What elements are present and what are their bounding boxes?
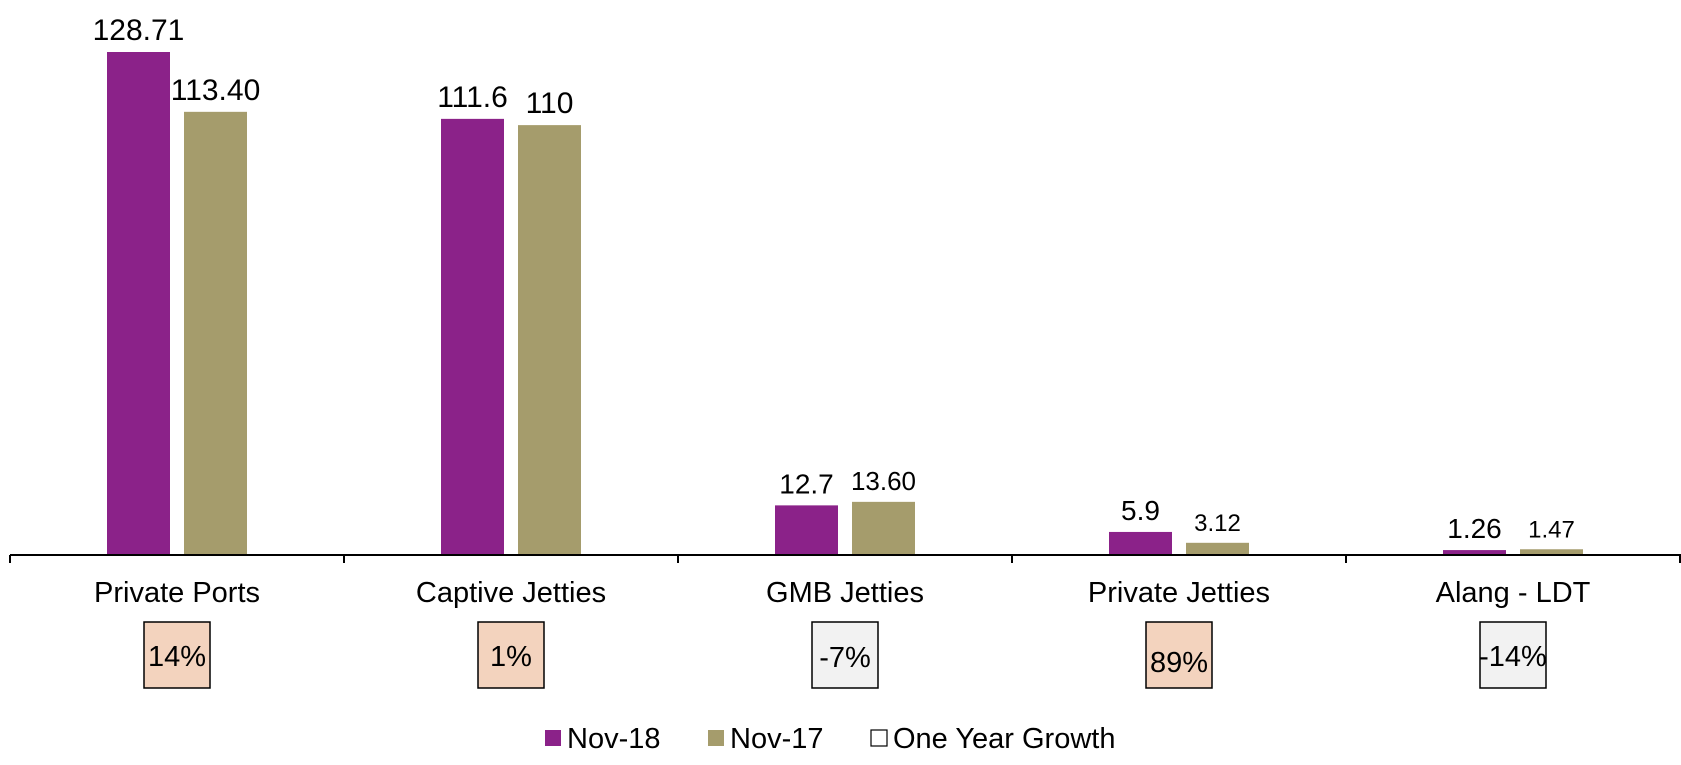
data-label: 1.26 <box>1447 513 1502 544</box>
legend-swatch <box>708 730 724 746</box>
bar-nov-18 <box>1109 531 1172 555</box>
growth-label: -14% <box>1479 641 1547 673</box>
growth-boxes-layer: 14% 1% -7% 89% -14% <box>143 621 1547 689</box>
growth-box <box>1145 621 1213 689</box>
bar-nov-17 <box>1186 542 1249 555</box>
legend-swatch <box>545 730 561 746</box>
bar-nov-18 <box>441 118 504 555</box>
value-labels-layer: 128.71 113.40 111.6 110 12.7 13.60 5.9 3.12 1.26… <box>93 14 1575 544</box>
category-labels-layer: Private Ports Captive Jetties GMB Jetties P… <box>94 577 1591 609</box>
category-label: Private Jetties <box>1088 577 1270 609</box>
growth-box <box>477 621 545 689</box>
data-label: 12.7 <box>779 468 834 499</box>
bar-nov-18 <box>775 505 838 555</box>
growth-label: 14% <box>148 641 206 673</box>
growth-label: 89% <box>1150 647 1208 679</box>
data-label: 111.6 <box>437 81 508 114</box>
category-label: Captive Jetties <box>416 577 606 609</box>
growth-label: -7% <box>819 642 871 674</box>
legend: Nov-18 Nov-17 One Year Growth <box>545 723 1115 755</box>
bar-nov-17 <box>518 125 581 556</box>
bar-nov-17 <box>1520 549 1583 555</box>
legend-label: Nov-17 <box>730 723 824 755</box>
data-label: 128.71 <box>93 14 185 47</box>
growth-box <box>1479 621 1547 689</box>
legend-label: One Year Growth <box>893 723 1115 755</box>
bar-nov-17 <box>184 111 247 555</box>
data-label: 3.12 <box>1194 510 1241 537</box>
data-label: 1.47 <box>1528 516 1575 543</box>
legend-label: Nov-18 <box>567 723 661 755</box>
bar-nov-17 <box>852 501 915 555</box>
data-label: 110 <box>526 87 574 120</box>
legend-swatch <box>870 729 888 747</box>
bar-nov-18 <box>1443 550 1506 555</box>
category-label: Private Ports <box>94 577 260 609</box>
bars-layer <box>107 52 1583 556</box>
growth-box <box>811 621 879 689</box>
data-label: 13.60 <box>851 466 916 496</box>
x-ticks-layer <box>9 555 1681 563</box>
growth-label: 1% <box>490 641 532 673</box>
bar-nov-18 <box>107 52 170 555</box>
category-label: Alang - LDT <box>1436 577 1591 609</box>
data-label: 113.40 <box>171 74 261 107</box>
category-label: GMB Jetties <box>766 577 924 609</box>
growth-box <box>143 621 211 689</box>
data-label: 5.9 <box>1121 495 1160 526</box>
